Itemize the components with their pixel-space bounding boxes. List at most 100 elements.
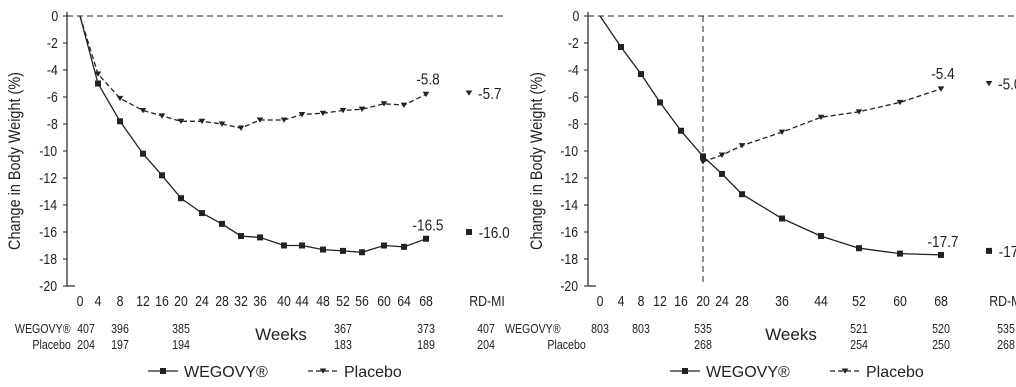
- data-point: [219, 220, 225, 227]
- data-point: [281, 242, 287, 249]
- at-risk-count: 197: [111, 338, 129, 352]
- data-point: [423, 235, 429, 242]
- at-risk-row-label: WEGOVY®: [505, 322, 561, 336]
- data-point: [117, 118, 123, 125]
- at-risk-count: 521: [850, 322, 868, 336]
- x-tick-label: 8: [638, 293, 645, 309]
- data-point: [178, 195, 184, 202]
- x-tick-label: 36: [253, 293, 267, 309]
- y-tick-label: -18: [39, 251, 57, 267]
- end-value-label: -16.5: [413, 218, 444, 235]
- x-axis-title: Weeks: [765, 325, 817, 344]
- data-point: [699, 159, 707, 165]
- at-risk-row-label: Placebo: [32, 338, 70, 352]
- series-line: [702, 88, 942, 163]
- data-point: [657, 99, 663, 106]
- legend: WEGOVY® Placebo: [670, 364, 924, 381]
- y-tick-label: -4: [568, 62, 579, 78]
- data-point: [938, 251, 944, 258]
- at-risk-count: 189: [417, 338, 435, 352]
- x-tick-label: 20: [696, 293, 710, 309]
- data-point: [618, 44, 624, 51]
- data-point: [320, 246, 326, 253]
- y-axis-title: Change in Body Weight (%): [528, 72, 546, 250]
- data-point: [299, 242, 305, 249]
- data-point: [855, 109, 863, 115]
- x-tick-label: 32: [234, 293, 248, 309]
- rdmi-axis-label: RD-MI: [989, 293, 1016, 309]
- data-point: [95, 80, 101, 87]
- y-tick-label: -14: [560, 197, 578, 213]
- y-tick-label: -12: [560, 170, 578, 186]
- data-point: [638, 71, 644, 78]
- at-risk-rdmi-count: 407: [477, 322, 495, 336]
- at-risk-count: 254: [850, 338, 868, 352]
- x-tick-label: 48: [316, 293, 330, 309]
- y-tick-label: 0: [572, 8, 579, 24]
- x-tick-label: 12: [136, 293, 150, 309]
- at-risk-count: 535: [694, 322, 712, 336]
- x-tick-label: 56: [355, 293, 369, 309]
- data-point: [359, 249, 365, 256]
- rdmi-point: [985, 81, 993, 87]
- series-wegovy: -16.5 -16.0: [79, 15, 510, 256]
- x-tick-label: 12: [653, 293, 667, 309]
- y-tick-label: -2: [568, 35, 579, 51]
- data-point: [159, 172, 165, 179]
- at-risk-count: 268: [694, 338, 712, 352]
- x-tick-label: 68: [419, 293, 433, 309]
- data-point: [739, 191, 745, 198]
- data-point: [700, 153, 706, 160]
- data-point: [340, 247, 346, 254]
- at-risk-rdmi-count: 535: [997, 322, 1015, 336]
- data-point: [238, 233, 244, 240]
- legend: WEGOVY® Placebo: [148, 364, 402, 381]
- at-risk-count: 803: [591, 322, 609, 336]
- x-tick-label: 36: [775, 293, 789, 309]
- data-point: [778, 129, 786, 135]
- at-risk-rdmi-count: 268: [997, 338, 1015, 352]
- data-point: [280, 117, 288, 123]
- legend-wegovy-marker: [160, 368, 166, 374]
- legend-wegovy-marker: [682, 368, 688, 374]
- at-risk-row-label: WEGOVY®: [15, 322, 71, 336]
- data-point: [237, 125, 245, 131]
- data-point: [339, 108, 347, 114]
- data-point: [256, 117, 264, 123]
- y-tick-label: -2: [47, 35, 58, 51]
- data-point: [257, 234, 263, 241]
- x-tick-label: 60: [893, 293, 907, 309]
- at-risk-count: 385: [172, 322, 190, 336]
- y-tick-label: -18: [560, 251, 578, 267]
- data-point: [401, 243, 407, 250]
- legend-placebo-marker: [319, 368, 327, 374]
- end-value-label: -5.4: [931, 66, 954, 83]
- at-risk-row: Placebo 204 197 194 183 189 204: [32, 338, 495, 352]
- series-placebo: -5.8 -5.7: [79, 15, 501, 131]
- x-tick-label: 52: [336, 293, 350, 309]
- end-value-label: -5.8: [416, 71, 439, 88]
- rdmi-value-label: -5.0: [998, 77, 1016, 94]
- data-point: [779, 215, 785, 222]
- x-tick-label: 64: [397, 293, 411, 309]
- data-point: [199, 210, 205, 217]
- x-tick-label: 28: [735, 293, 749, 309]
- y-tick-label: 0: [51, 8, 58, 24]
- x-axis-title: Weeks: [255, 325, 307, 344]
- data-point: [400, 102, 408, 108]
- data-point: [94, 71, 102, 77]
- y-tick-label: -6: [568, 89, 579, 105]
- at-risk-count: 396: [111, 322, 129, 336]
- chart-panel-2: 0 -2 -4 -6 -8 -10 -12 -14 -16 -18 -20 Change in Bod…: [505, 8, 1016, 381]
- at-risk-count: 194: [172, 338, 190, 352]
- y-tick-label: -8: [47, 116, 58, 132]
- x-tick-label: 4: [618, 293, 625, 309]
- data-point: [198, 118, 206, 125]
- legend-placebo-label: Placebo: [344, 364, 402, 381]
- y-tick-label: -6: [47, 89, 58, 105]
- at-risk-count: 407: [77, 322, 95, 336]
- data-point: [380, 101, 388, 107]
- x-tick-label: 52: [852, 293, 866, 309]
- x-tick-label: 16: [674, 293, 688, 309]
- data-point: [358, 106, 366, 112]
